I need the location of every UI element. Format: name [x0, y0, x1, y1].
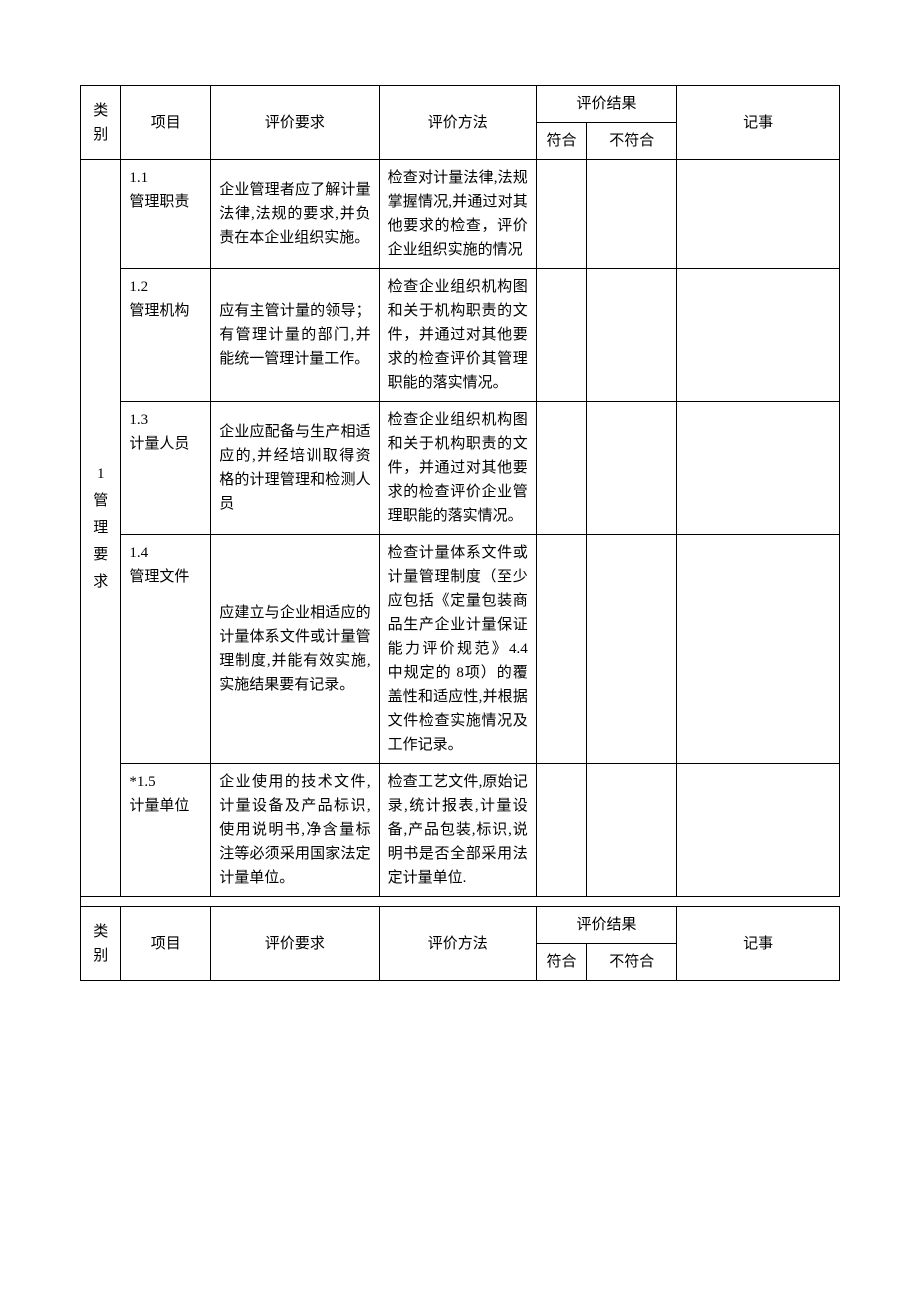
requirement-cell: 企业使用的技术文件,计量设备及产品标识,使用说明书,净含量标注等必须采用国家法定… [211, 764, 379, 897]
header-result: 评价结果 [536, 86, 676, 123]
result-nofit-cell [587, 764, 677, 897]
result-fit-cell [536, 535, 587, 764]
category-cell: 1 管理要求 [81, 160, 121, 897]
method-cell: 检查计量体系文件或计量管理制度（至少应包括《定量包装商品生产企业计量保证能力评价… [379, 535, 536, 764]
result-fit-cell [536, 269, 587, 402]
table-row: *1.5计量单位 企业使用的技术文件,计量设备及产品标识,使用说明书,净含量标注… [81, 764, 840, 897]
table-row: 1.2管理机构 应有主管计量的领导；有管理计量的部门,并能统一管理计量工作。 检… [81, 269, 840, 402]
table-row: 1.3计量人员 企业应配备与生产相适应的,并经培训取得资格的计理管理和检测人员 … [81, 402, 840, 535]
result-fit-cell [536, 402, 587, 535]
result-nofit-cell [587, 160, 677, 269]
header-notes: 记事 [677, 907, 840, 981]
header-item: 项目 [121, 907, 211, 981]
header-result-fit: 符合 [536, 123, 587, 160]
header-method: 评价方法 [379, 907, 536, 981]
item-cell: 1.4管理文件 [121, 535, 211, 764]
method-cell: 检查企业组织机构图和关于机构职责的文件，并通过对其他要求的检查评价其管理职能的落… [379, 269, 536, 402]
result-nofit-cell [587, 269, 677, 402]
requirement-cell: 应有主管计量的领导；有管理计量的部门,并能统一管理计量工作。 [211, 269, 379, 402]
requirement-cell: 应建立与企业相适应的计量体系文件或计量管理制度,并能有效实施,实施结果要有记录。 [211, 535, 379, 764]
requirement-cell: 企业管理者应了解计量法律,法规的要求,并负责在本企业组织实施。 [211, 160, 379, 269]
spacer-row [81, 897, 840, 907]
result-nofit-cell [587, 402, 677, 535]
method-cell: 检查企业组织机构图和关于机构职责的文件，并通过对其他要求的检查评价企业管理职能的… [379, 402, 536, 535]
table-row: 1.4管理文件 应建立与企业相适应的计量体系文件或计量管理制度,并能有效实施,实… [81, 535, 840, 764]
header-notes: 记事 [677, 86, 840, 160]
notes-cell [677, 764, 840, 897]
requirement-cell: 企业应配备与生产相适应的,并经培训取得资格的计理管理和检测人员 [211, 402, 379, 535]
item-cell: *1.5计量单位 [121, 764, 211, 897]
notes-cell [677, 402, 840, 535]
header-result-fit: 符合 [536, 944, 587, 981]
item-cell: 1.2管理机构 [121, 269, 211, 402]
header-category: 类别 [81, 907, 121, 981]
header-result: 评价结果 [536, 907, 676, 944]
header-item: 项目 [121, 86, 211, 160]
notes-cell [677, 535, 840, 764]
notes-cell [677, 160, 840, 269]
header-requirement: 评价要求 [211, 86, 379, 160]
header-requirement: 评价要求 [211, 907, 379, 981]
table-header-row: 类别 项目 评价要求 评价方法 评价结果 记事 [81, 907, 840, 944]
table-row: 1 管理要求 1.1管理职责 企业管理者应了解计量法律,法规的要求,并负责在本企… [81, 160, 840, 269]
table-header-row: 类别 项目 评价要求 评价方法 评价结果 记事 [81, 86, 840, 123]
method-cell: 检查工艺文件,原始记录,统计报表,计量设备,产品包装,标识,说明书是否全部采用法… [379, 764, 536, 897]
notes-cell [677, 269, 840, 402]
method-cell: 检查对计量法律,法规掌握情况,并通过对其他要求的检查，评价企业组织实施的情况 [379, 160, 536, 269]
header-category: 类别 [81, 86, 121, 160]
header-result-nofit: 不符合 [587, 123, 677, 160]
result-nofit-cell [587, 535, 677, 764]
item-cell: 1.3计量人员 [121, 402, 211, 535]
result-fit-cell [536, 160, 587, 269]
header-method: 评价方法 [379, 86, 536, 160]
header-result-nofit: 不符合 [587, 944, 677, 981]
result-fit-cell [536, 764, 587, 897]
item-cell: 1.1管理职责 [121, 160, 211, 269]
evaluation-table: 类别 项目 评价要求 评价方法 评价结果 记事 符合 不符合 1 管理要求 1.… [80, 85, 840, 981]
